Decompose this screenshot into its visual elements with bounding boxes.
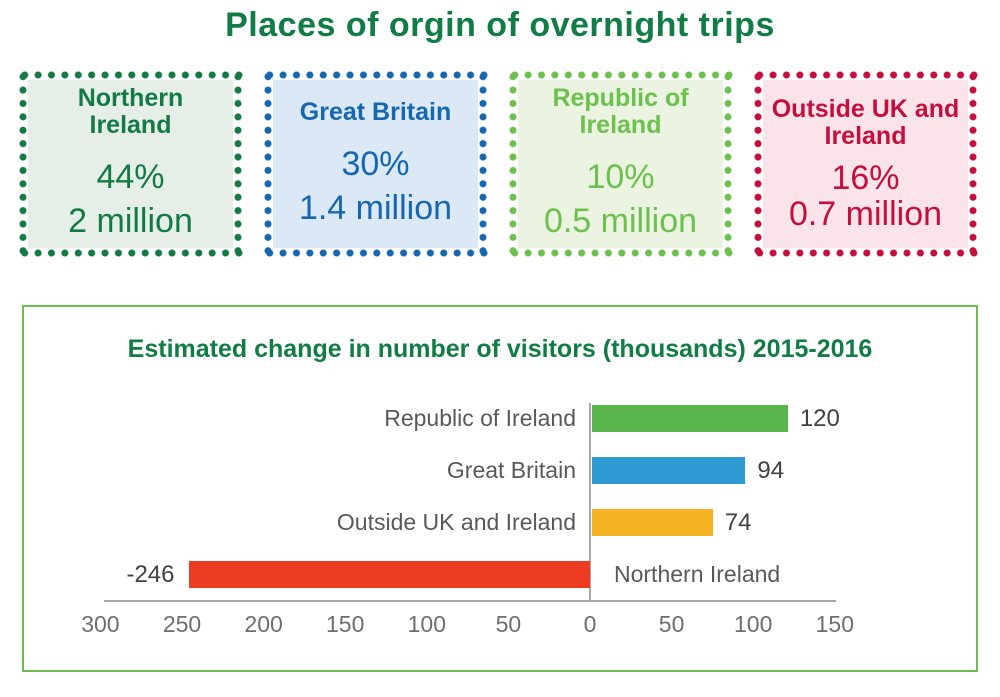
origin-box-amount: 2 million — [68, 202, 193, 240]
x-tick-label: 100 — [734, 611, 773, 637]
origin-box-amount: 1.4 million — [298, 188, 453, 227]
x-tick-label: 150 — [815, 611, 854, 637]
value-label: -246 — [126, 561, 175, 588]
origin-box-label: Republic of Ireland — [552, 84, 689, 139]
page-title: Places of orgin of overnight trips — [225, 6, 775, 44]
origin-box-outside-uk-and-ireland: Outside UK and Ireland 16% 0.7 million — [753, 70, 978, 258]
x-tick-label: 50 — [495, 611, 522, 637]
origin-box-label: Outside UK and Ireland — [771, 95, 960, 150]
origin-boxes-row: Northern Ireland 44% 2 million Great Bri… — [18, 70, 978, 258]
origin-box-great-britain: Great Britain 30% 1.4 million — [263, 70, 488, 258]
bar-northern-ireland — [188, 561, 590, 588]
bar-great-britain — [592, 457, 746, 484]
bar-chart-plot: Republic of Ireland 120 Great Britain 94 Out… — [24, 307, 976, 670]
origin-box-content: Great Britain 30% 1.4 million — [273, 80, 478, 248]
x-tick-label: 200 — [244, 611, 283, 637]
category-label: Republic of Ireland — [384, 405, 576, 431]
value-label: 74 — [724, 509, 752, 536]
x-axis-line — [104, 600, 836, 602]
origin-box-content: Republic of Ireland 10% 0.5 million — [518, 80, 723, 248]
bar-outside-uk-and-ireland — [592, 509, 713, 536]
category-label: Northern Ireland — [614, 561, 781, 587]
origin-box-percent: 30% — [341, 144, 410, 183]
value-label: 94 — [757, 457, 785, 484]
origin-box-northern-ireland: Northern Ireland 44% 2 million — [18, 70, 243, 258]
zero-baseline — [589, 403, 591, 602]
bar-republic-of-ireland — [592, 405, 788, 432]
x-tick-label: 300 — [81, 611, 120, 637]
origin-box-label: Northern Ireland — [77, 84, 184, 139]
origin-box-republic-of-ireland: Republic of Ireland 10% 0.5 million — [508, 70, 733, 258]
x-tick-label: 150 — [326, 611, 365, 637]
x-tick-label: 100 — [407, 611, 446, 637]
x-tick-label: 0 — [583, 611, 597, 637]
x-tick-label: 50 — [658, 611, 685, 637]
chart-panel: Estimated change in number of visitors (… — [22, 305, 978, 672]
origin-box-percent: 44% — [96, 158, 165, 196]
origin-box-amount: 0.7 million — [788, 195, 943, 233]
origin-box-amount: 0.5 million — [543, 202, 698, 240]
category-label: Great Britain — [446, 457, 576, 483]
value-label: 120 — [799, 405, 840, 432]
origin-box-content: Outside UK and Ireland 16% 0.7 million — [763, 80, 968, 248]
chart-title: Estimated change in number of visitors (… — [127, 335, 873, 363]
category-label: Outside UK and Ireland — [336, 509, 576, 535]
origin-box-percent: 16% — [831, 159, 900, 197]
x-tick-label: 250 — [162, 611, 202, 637]
origin-box-label: Great Britain — [299, 97, 452, 126]
origin-box-percent: 10% — [586, 158, 655, 196]
origin-box-content: Northern Ireland 44% 2 million — [28, 80, 233, 248]
